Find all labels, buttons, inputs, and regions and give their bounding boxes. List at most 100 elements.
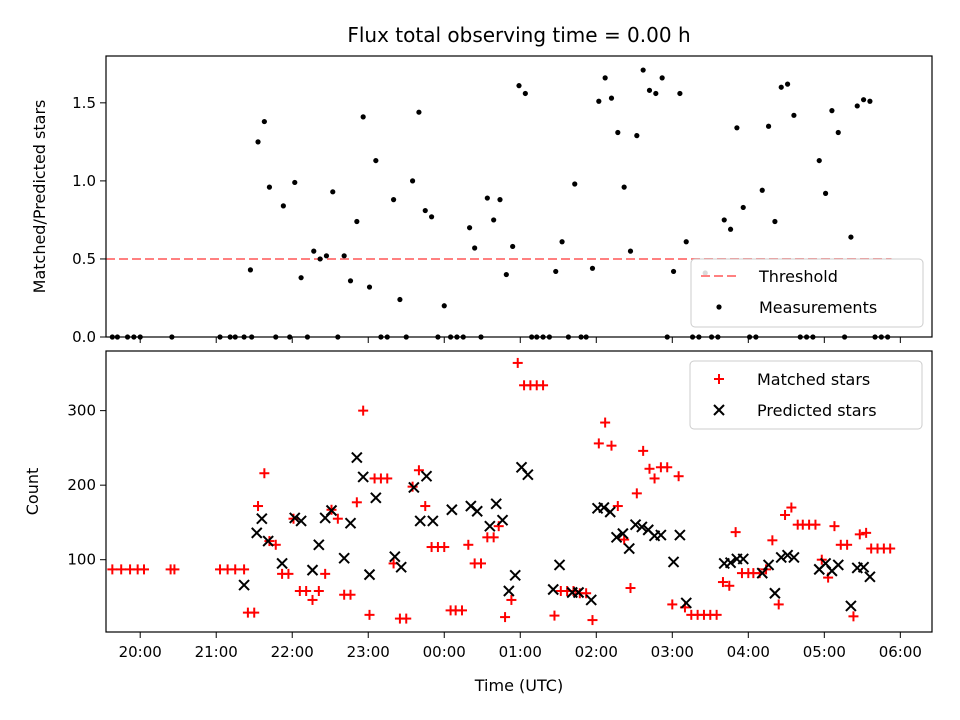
matched-point	[320, 568, 331, 579]
measurement-point	[589, 265, 596, 271]
measurement-point	[615, 129, 621, 136]
measurement-point	[484, 195, 490, 201]
matched-point	[673, 471, 684, 482]
predicted-point-b	[636, 521, 648, 533]
predicted-point	[769, 587, 781, 599]
ratio-ytick-label: 0.5	[72, 250, 96, 268]
measurement-point	[734, 125, 740, 131]
predicted-point	[344, 517, 357, 529]
measurement-point	[298, 275, 304, 281]
measurement-point	[503, 271, 509, 278]
legend-threshold-label: Threshold	[758, 267, 838, 286]
predicted-point-b	[604, 506, 616, 518]
count-legend: Matched stars Predicted stars	[689, 360, 923, 430]
predicted-point	[395, 561, 407, 573]
count-xtick-label: 03:00	[651, 643, 694, 661]
legend-measurements-swatch	[716, 304, 722, 310]
count-xtick-label: 00:00	[423, 643, 466, 661]
measurement-point	[280, 203, 286, 209]
predicted-point-b	[515, 461, 528, 473]
predicted-point-b	[655, 529, 667, 541]
matched-point	[512, 357, 523, 368]
predicted-point-b	[788, 551, 800, 564]
count-ytick-label: 100	[67, 551, 96, 569]
predicted-point-b	[667, 556, 680, 568]
predicted-point-b	[446, 504, 458, 516]
ratio-legend-box	[690, 258, 924, 328]
matched-point	[767, 535, 778, 546]
predicted-point-b	[408, 481, 420, 494]
measurement-point	[292, 179, 298, 186]
legend-matched-swatch	[714, 374, 724, 384]
matched-point	[420, 501, 431, 512]
matched-point	[139, 564, 150, 575]
measurement-point	[608, 95, 615, 101]
matched-point	[810, 519, 821, 530]
predicted-point-b	[414, 515, 426, 527]
predicted-point-b	[338, 552, 350, 564]
predicted-point-b	[864, 571, 876, 583]
matched-point	[332, 513, 343, 524]
predicted-point-b	[572, 586, 585, 599]
matched-point	[829, 521, 840, 532]
matched-point	[249, 607, 260, 618]
measurement-point	[602, 75, 608, 81]
measurement-point	[360, 114, 366, 120]
legend-predicted-swatch-b	[713, 404, 725, 416]
predicted-point	[313, 539, 325, 551]
matched-point	[786, 502, 797, 513]
count-axes-frame	[105, 350, 933, 633]
predicted-point	[845, 600, 857, 612]
predicted-point	[864, 571, 876, 583]
count-legend-box	[689, 360, 923, 430]
matched-point	[463, 539, 474, 550]
predicted-point-b	[262, 535, 274, 547]
matched-point	[301, 586, 312, 597]
matched-point	[549, 610, 560, 621]
matched-point	[253, 501, 264, 512]
matched-point	[587, 615, 598, 626]
predicted-point	[756, 567, 768, 579]
predicted-point-b	[389, 551, 401, 563]
predicted-point-b	[251, 527, 263, 539]
matched-point	[724, 580, 735, 591]
matched-point	[885, 543, 896, 554]
predicted-point-b	[256, 512, 268, 525]
predicted-point-b	[610, 531, 623, 544]
predicted-point-b	[357, 471, 369, 483]
predicted-point	[832, 559, 844, 571]
predicted-point	[496, 514, 509, 526]
ratio-ytick-label: 1.0	[72, 172, 96, 190]
predicted-point-b	[351, 451, 363, 464]
predicted-point	[598, 501, 610, 514]
matched-point	[773, 599, 784, 610]
predicted-point-b	[769, 587, 781, 599]
predicted-point-b	[490, 498, 502, 510]
matched-point	[475, 558, 486, 569]
predicted-point	[262, 535, 274, 547]
predicted-point	[667, 556, 680, 568]
measurement-point	[677, 90, 683, 97]
measurement-point	[572, 181, 578, 187]
predicted-point-b	[503, 585, 515, 597]
predicted-point-b	[522, 469, 534, 481]
count-panel: 100 200 300 20:00 21:00 22:00 23:00 00:00 01:00 0…	[23, 350, 933, 695]
matched-point	[345, 589, 356, 600]
matched-point	[625, 583, 636, 594]
predicted-point	[289, 512, 301, 524]
measurement-point	[621, 184, 627, 190]
predicted-point	[251, 527, 263, 539]
matched-point	[730, 527, 741, 538]
count-xtick-label: 01:00	[499, 643, 542, 661]
predicted-point-b	[857, 561, 870, 573]
matched-point	[538, 380, 549, 391]
matched-point	[413, 465, 424, 476]
matched-point	[506, 594, 517, 605]
chart-title: Flux total observing time = 0.00 h	[347, 23, 690, 47]
measurement-point	[347, 278, 354, 284]
predicted-point-b	[553, 559, 566, 571]
ratio-legend: Threshold Measurements	[690, 258, 924, 328]
predicted-point	[724, 556, 737, 569]
measurement-point	[759, 187, 765, 193]
predicted-point-b	[289, 512, 301, 524]
